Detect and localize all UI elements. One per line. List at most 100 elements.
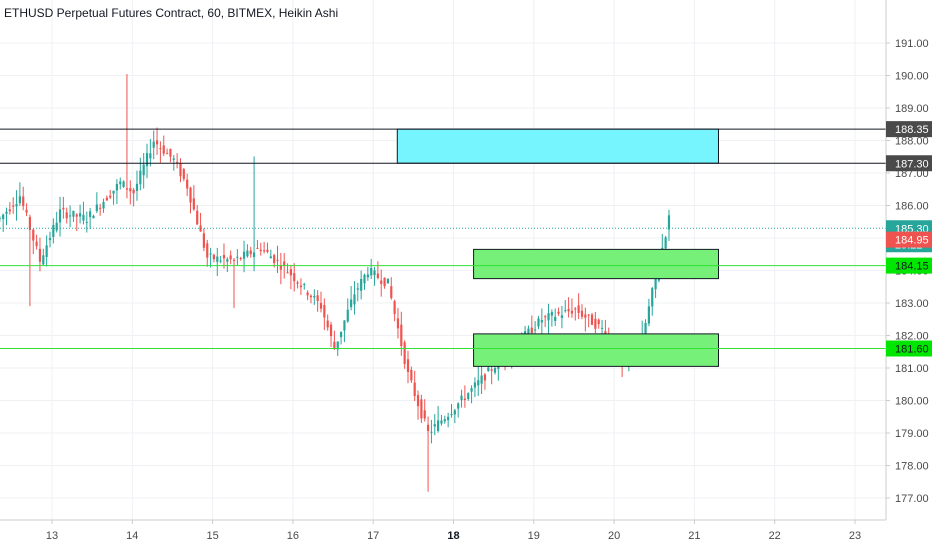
level-tag-text: 181.60 <box>895 344 929 356</box>
candle-body <box>8 209 11 212</box>
candle-body <box>600 327 604 329</box>
candle-body <box>457 403 460 409</box>
candle-body <box>400 324 403 347</box>
candle-body <box>437 420 440 431</box>
candle-body <box>323 305 326 318</box>
candle-body <box>186 179 189 189</box>
candle-body <box>202 233 206 248</box>
x-tick-label: 23 <box>849 530 861 542</box>
candle-body <box>115 183 119 191</box>
candle-body <box>329 324 333 337</box>
chart-title: ETHUSD Perpetual Futures Contract, 60, B… <box>4 6 339 20</box>
candle-body <box>363 274 366 284</box>
candle-body <box>283 261 286 266</box>
candle-body <box>232 259 236 261</box>
candle-body <box>403 342 406 365</box>
candle-body <box>62 207 65 210</box>
candle-body <box>12 205 15 207</box>
candle-body <box>132 189 135 194</box>
candle-body <box>550 312 553 316</box>
candle-body <box>246 250 249 257</box>
candle-body <box>22 196 25 207</box>
y-tick-label: 191.00 <box>895 38 929 50</box>
candle-body <box>580 310 584 317</box>
y-tick-label: 189.00 <box>895 103 929 115</box>
candle-body <box>316 295 319 301</box>
candle-body <box>393 301 396 315</box>
candle-body <box>119 181 122 185</box>
candle-body <box>122 181 125 187</box>
candle-body <box>380 280 383 284</box>
candle-body <box>92 215 95 219</box>
y-tick-label: 186.00 <box>895 201 929 213</box>
candle-body <box>142 164 145 176</box>
x-tick-label: 13 <box>46 530 58 542</box>
candle-body <box>547 313 550 321</box>
candle-body <box>483 374 487 381</box>
candle-body <box>38 248 42 262</box>
candle-body <box>410 369 413 381</box>
settings-corner[interactable] <box>888 524 930 548</box>
candle-body <box>256 247 259 249</box>
candle-body <box>544 316 547 318</box>
candle-body <box>383 277 386 287</box>
candle-body <box>129 188 132 192</box>
candle-body <box>252 252 256 258</box>
candle-body <box>336 341 339 350</box>
support-zone-upper[interactable] <box>473 248 719 280</box>
candle-body <box>667 215 671 230</box>
level-tag <box>886 121 932 138</box>
candle-body <box>473 382 477 388</box>
candle-body <box>386 278 390 284</box>
candle-body <box>353 294 356 305</box>
candle-body <box>286 272 289 274</box>
close-price-tag-text: 184.95 <box>895 235 929 247</box>
resistance-zone[interactable] <box>396 128 719 164</box>
candle-body <box>350 299 353 308</box>
candle-body <box>102 202 105 209</box>
candle-body <box>35 241 38 247</box>
y-tick-label: 177.00 <box>895 493 929 505</box>
candle-body <box>219 260 222 262</box>
candle-body <box>105 197 108 201</box>
candle-body <box>590 314 594 325</box>
candle-body <box>85 221 88 223</box>
candle-body <box>182 169 185 179</box>
candle-body <box>577 305 580 313</box>
candle-body <box>303 284 306 286</box>
candle-body <box>346 309 349 322</box>
candle-body <box>18 196 21 204</box>
level-tag-text: 188.35 <box>895 124 929 136</box>
candle-body <box>236 256 239 258</box>
candle-body <box>560 315 564 318</box>
y-tick-label: 188.00 <box>895 136 929 148</box>
candle-body <box>343 320 346 331</box>
candle-body <box>360 278 363 291</box>
candle-body <box>99 207 102 209</box>
candle-body <box>333 341 336 349</box>
candle-body <box>239 258 242 260</box>
support-zone-lower[interactable] <box>473 333 719 367</box>
candle-body <box>376 273 379 279</box>
level-tag <box>886 340 932 357</box>
candle-body <box>326 320 329 328</box>
candle-body <box>584 314 587 318</box>
candle-body <box>149 153 152 159</box>
candle-body <box>416 395 420 407</box>
candle-body <box>0 217 1 219</box>
candle-body <box>540 320 543 323</box>
candle-body <box>651 288 654 307</box>
candle-body <box>527 328 530 334</box>
candle-body <box>152 141 155 148</box>
x-tick-label: 21 <box>688 530 700 542</box>
candle-body <box>356 288 359 290</box>
candle-body <box>279 265 282 270</box>
y-tick-label: 179.00 <box>895 428 929 440</box>
y-tick-label: 181.00 <box>895 363 929 375</box>
candle-body <box>65 212 68 219</box>
candle-body <box>95 204 98 211</box>
candle-body <box>420 399 423 419</box>
candle-body <box>597 319 600 325</box>
